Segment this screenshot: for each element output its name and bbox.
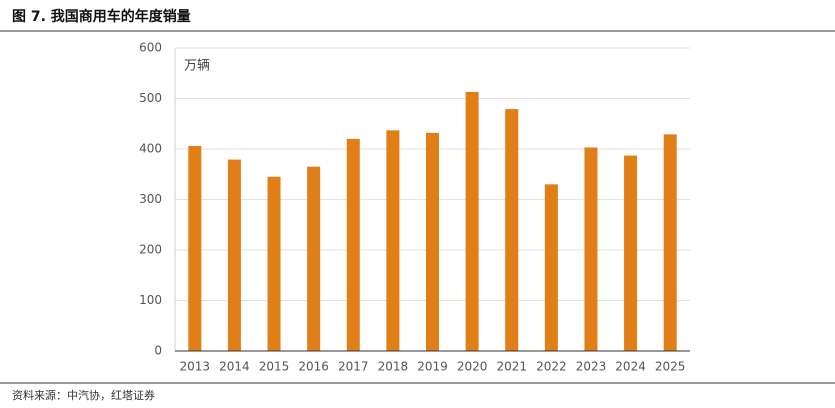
y-tick-label: 400: [139, 142, 162, 156]
bar: [465, 91, 479, 351]
bar: [426, 132, 439, 351]
bar: [663, 134, 677, 351]
x-tick-label: 2016: [298, 360, 329, 374]
bar: [267, 176, 281, 351]
bar: [346, 138, 360, 351]
x-tick-label: 2017: [338, 360, 369, 374]
x-tick-label: 2018: [378, 360, 409, 374]
x-tick-label: 2013: [180, 360, 211, 374]
x-tick-label: 2023: [576, 360, 607, 374]
x-tick-label: 2014: [219, 360, 250, 374]
x-tick-label: 2020: [457, 360, 488, 374]
x-tick-label: 2024: [615, 360, 646, 374]
bar: [624, 155, 638, 351]
x-tick-label: 2025: [655, 360, 686, 374]
bar: [227, 159, 241, 351]
chart-title: 图 7. 我国商用车的年度销量: [12, 8, 191, 25]
y-tick-label: 500: [139, 91, 162, 105]
y-tick-label: 100: [139, 293, 162, 307]
bar: [584, 147, 598, 351]
y-tick-label: 300: [139, 192, 162, 206]
unit-label: 万辆: [184, 59, 210, 74]
bar: [188, 145, 202, 351]
x-tick-label: 2021: [496, 360, 527, 374]
x-tick-label: 2015: [259, 360, 290, 374]
source: 资料来源：中汽协，红塔证券: [12, 388, 155, 402]
y-tick-label: 600: [139, 41, 162, 55]
x-tick-label: 2019: [417, 360, 448, 374]
y-tick-label: 0: [154, 344, 162, 358]
x-tick-label: 2022: [536, 360, 567, 374]
bar: [307, 166, 321, 351]
y-tick-label: 200: [139, 243, 162, 257]
bar: [386, 130, 400, 351]
bar: [544, 184, 558, 351]
bar: [505, 109, 519, 351]
